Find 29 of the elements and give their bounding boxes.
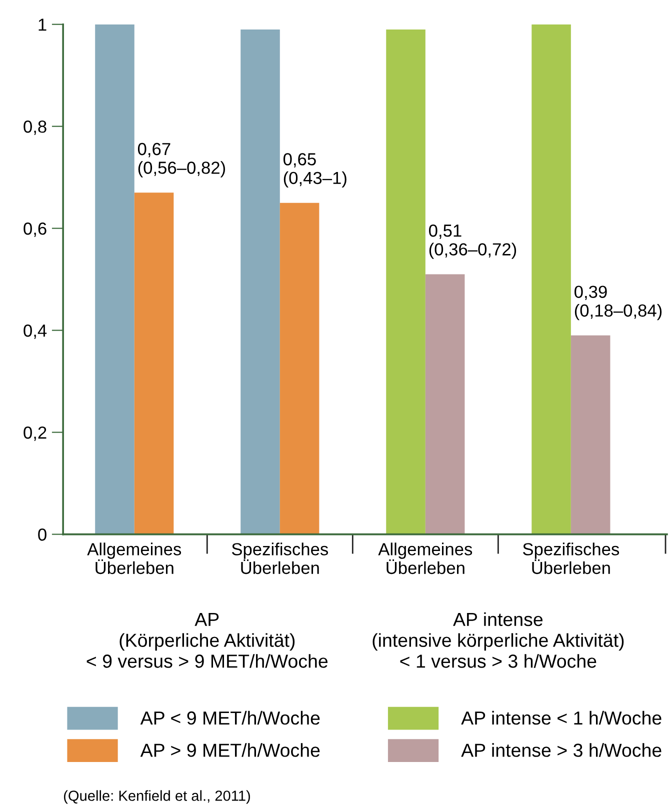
bar [532,24,571,534]
data-label: 0,65 (0,43–1) [283,153,346,188]
y-tick-label: 0 [38,528,46,541]
legend-label: AP > 9 MET/h/Woche [140,743,320,757]
bar [570,335,610,534]
y-tick-label: 0,4 [24,324,47,339]
bar [240,29,280,534]
bar [134,192,174,534]
data-label: 0,51 (0,36–0,72) [429,224,516,259]
x-tick-label: Allgemeines Überleben [87,542,182,574]
x-tick-label: Spezifisches Überleben [522,542,620,574]
bar [425,274,465,534]
y-tick-label: 1 [38,18,46,31]
y-tick-label: 0,2 [24,426,46,441]
data-label: 0,67 (0,56–0,82) [138,142,226,178]
legend-label: AP intense < 1 h/Woche [461,710,662,725]
text: AP intense (intensive körperliche Aktivität) < 1 versus > 3 h/Woche [372,612,624,668]
text: AP (Körperliche Aktivität) < 9 versus > 9 MET/h/Woche [86,613,328,668]
legend-label: AP < 9 MET/h/Woche [140,710,320,725]
data-label: 0,39 (0,18–0,84) [574,286,662,320]
legend-label: AP intense > 3 h/Woche [461,743,662,757]
bar [386,29,426,534]
x-tick-label: Spezifisches Überleben [232,542,328,574]
bar [95,24,134,534]
bar [280,202,320,534]
x-tick-label: Allgemeines Überleben [378,542,472,574]
text: (Quelle: Kenfield et al., 2011) [64,790,250,804]
y-tick-label: 0,6 [24,222,46,237]
y-tick-label: 0,8 [24,120,46,135]
